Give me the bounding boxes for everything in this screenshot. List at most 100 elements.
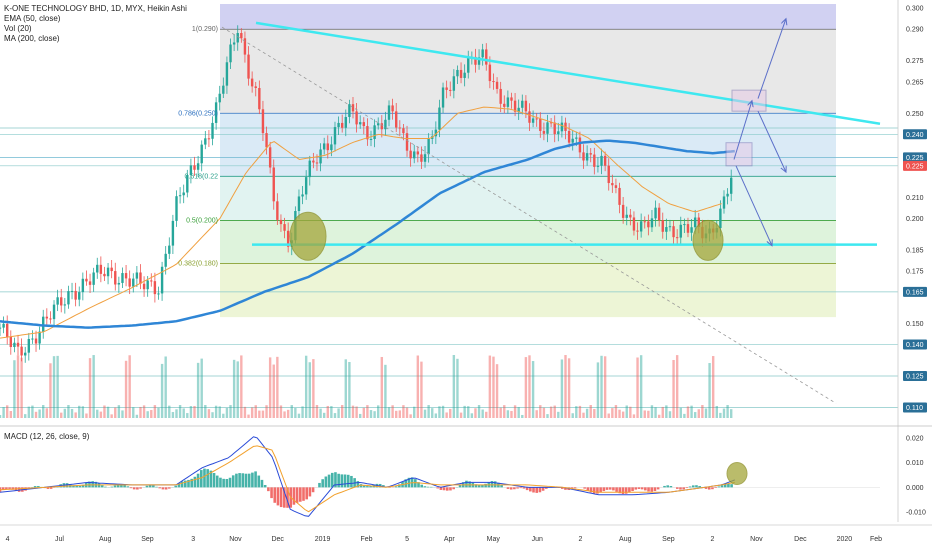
volume-bar bbox=[683, 413, 686, 418]
candle-body bbox=[204, 138, 207, 145]
candle-body bbox=[124, 273, 128, 279]
volume-bar bbox=[20, 357, 23, 418]
macd-histogram-bar bbox=[602, 487, 606, 492]
volume-bar bbox=[722, 408, 726, 418]
candle bbox=[405, 125, 409, 157]
volume-bar bbox=[701, 405, 704, 418]
candle-body bbox=[304, 177, 308, 195]
volume-bar bbox=[13, 360, 16, 418]
macd-histogram-bar bbox=[720, 485, 724, 488]
macd-histogram-bar bbox=[714, 487, 717, 488]
candle-body bbox=[42, 316, 45, 332]
candle bbox=[186, 169, 189, 198]
candle bbox=[333, 121, 337, 152]
time-tick-label: Nov bbox=[229, 536, 242, 543]
candle bbox=[153, 272, 157, 303]
macd-tick-label: 0.020 bbox=[906, 435, 924, 442]
volume-bar bbox=[521, 414, 524, 418]
volume-bar bbox=[315, 405, 319, 418]
candle bbox=[467, 50, 470, 79]
candle bbox=[2, 316, 5, 334]
candle-body bbox=[132, 278, 135, 287]
candle bbox=[157, 286, 160, 300]
macd-histogram-bar bbox=[656, 487, 660, 490]
candle bbox=[517, 99, 520, 120]
macd-histogram-bar bbox=[685, 487, 689, 489]
price-axis[interactable]: 0.300 0.290 0.275 0.265 0.250 0.240 0.225 0.210… bbox=[897, 0, 927, 522]
macd-histogram-bar bbox=[260, 479, 264, 488]
candle bbox=[207, 129, 211, 148]
volume-bar bbox=[711, 356, 715, 418]
macd-title[interactable]: MACD (12, 26, close, 9) bbox=[4, 432, 90, 441]
volume-bar bbox=[178, 405, 182, 418]
legend-volume[interactable]: Vol (20) bbox=[4, 24, 32, 33]
candle-body bbox=[13, 342, 16, 348]
candle-body bbox=[369, 138, 373, 140]
candle bbox=[283, 217, 286, 239]
candle-body bbox=[632, 217, 636, 231]
volume-bar bbox=[607, 413, 610, 418]
volume-bar bbox=[481, 409, 484, 418]
macd-histogram-bar bbox=[509, 487, 513, 490]
candle-body bbox=[434, 129, 438, 137]
volume-bar bbox=[128, 355, 131, 418]
macd-histogram-bar bbox=[180, 481, 184, 488]
macd-histogram-bar bbox=[257, 475, 261, 488]
macd-histogram-bar bbox=[398, 484, 401, 488]
candle bbox=[301, 186, 304, 205]
signal-line bbox=[0, 445, 735, 513]
macd-histogram-bar bbox=[513, 487, 516, 490]
time-axis[interactable]: 4 Jul Aug Sep 3 Nov Dec 2019 Feb 5 Apr May Jun 2 Aug Se… bbox=[0, 524, 932, 543]
candle-body bbox=[193, 165, 196, 170]
candle bbox=[585, 145, 589, 166]
price-tick-label: 0.300 bbox=[906, 6, 924, 13]
macd-histogram-bar bbox=[621, 487, 625, 495]
candle-body bbox=[171, 220, 175, 246]
candle-body bbox=[286, 230, 290, 247]
macd-histogram-bar bbox=[522, 487, 526, 489]
candle bbox=[175, 190, 178, 227]
macd-tick-label: -0.010 bbox=[906, 510, 926, 517]
time-tick-label: Apr bbox=[444, 536, 456, 543]
macd-histogram-bar bbox=[717, 486, 721, 488]
candle-body bbox=[488, 64, 492, 82]
candle-body bbox=[636, 230, 639, 232]
volume-bar bbox=[596, 362, 600, 418]
candle bbox=[528, 103, 531, 131]
candle-body bbox=[81, 278, 85, 293]
macd-histogram-bar bbox=[529, 487, 532, 492]
macd-histogram-bar bbox=[653, 487, 657, 492]
candle-body bbox=[196, 163, 200, 170]
candle-body bbox=[485, 49, 488, 65]
macd-histogram-bar bbox=[541, 487, 545, 491]
volume-bar bbox=[200, 358, 203, 418]
macd-histogram-bar bbox=[91, 481, 94, 488]
volume-bar bbox=[373, 411, 376, 418]
volume-bar bbox=[261, 410, 265, 418]
fib-label-1: 0.786(0.250) bbox=[178, 110, 218, 117]
macd-histogram-bar bbox=[359, 484, 363, 488]
candle bbox=[222, 77, 225, 98]
legend-ma[interactable]: MA (200, close) bbox=[4, 34, 60, 43]
candle-body bbox=[175, 196, 178, 221]
macd-histogram-bar bbox=[46, 487, 50, 489]
price-highlight-box-3 bbox=[903, 286, 927, 297]
candle-body bbox=[499, 88, 502, 104]
macd-histogram-bar bbox=[417, 482, 420, 488]
volume-bar bbox=[431, 408, 434, 418]
candle bbox=[38, 326, 41, 350]
candle bbox=[625, 206, 628, 226]
macd-histogram-bar bbox=[506, 487, 510, 489]
macd-histogram-bar bbox=[688, 486, 692, 488]
time-tick-label: 2019 bbox=[315, 536, 331, 543]
macd-histogram-bar bbox=[49, 487, 53, 489]
candle-body bbox=[549, 122, 553, 124]
candle-body bbox=[542, 130, 546, 134]
candle-body bbox=[103, 273, 106, 277]
volume-bar bbox=[456, 358, 459, 418]
candle bbox=[308, 155, 311, 186]
volume-bar bbox=[268, 357, 272, 418]
candle-body bbox=[63, 304, 67, 306]
legend-ema[interactable]: EMA (50, close) bbox=[4, 14, 61, 23]
